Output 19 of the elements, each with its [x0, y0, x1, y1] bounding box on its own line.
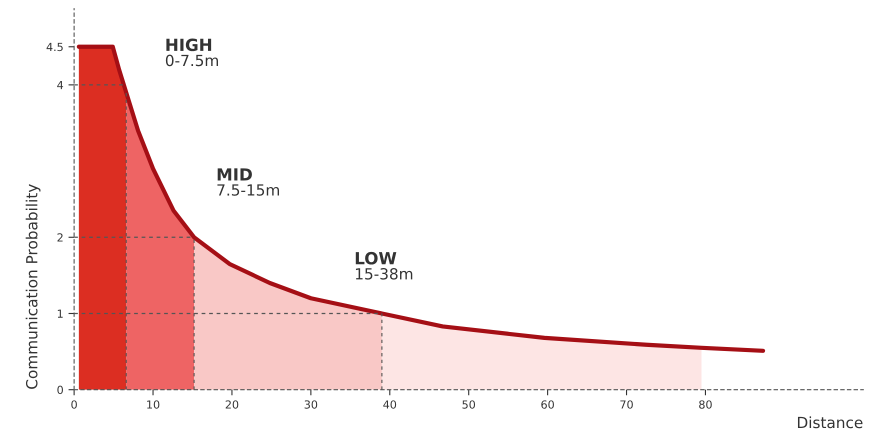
y-tick-label: 4.5: [46, 42, 63, 52]
x-tick-label: 40: [383, 400, 396, 409]
x-tick-label: 30: [304, 400, 318, 409]
x-tick-label: 10: [147, 400, 160, 409]
annotation: HIGH 0-7.5m: [166, 38, 218, 66]
x-axis-title: Distance: [798, 416, 862, 428]
annotation: MID 7.5-15m: [217, 168, 280, 196]
x-tick-label: 80: [699, 400, 712, 409]
x-tick-label: 0: [71, 400, 77, 409]
x-tick-label: 70: [620, 400, 633, 409]
y-tick-label: 4: [57, 80, 64, 90]
y-axis-title: Communication Probability: [26, 184, 40, 389]
x-tick-label: 60: [541, 400, 554, 409]
y-tick-label: 1: [58, 310, 63, 318]
y-tick-label: 2: [57, 233, 63, 242]
x-tick-label: 20: [226, 400, 238, 409]
annotation: LOW 15-38m: [356, 252, 412, 280]
x-tick-label: 50: [462, 400, 476, 409]
y-tick-label: 0: [57, 386, 63, 394]
